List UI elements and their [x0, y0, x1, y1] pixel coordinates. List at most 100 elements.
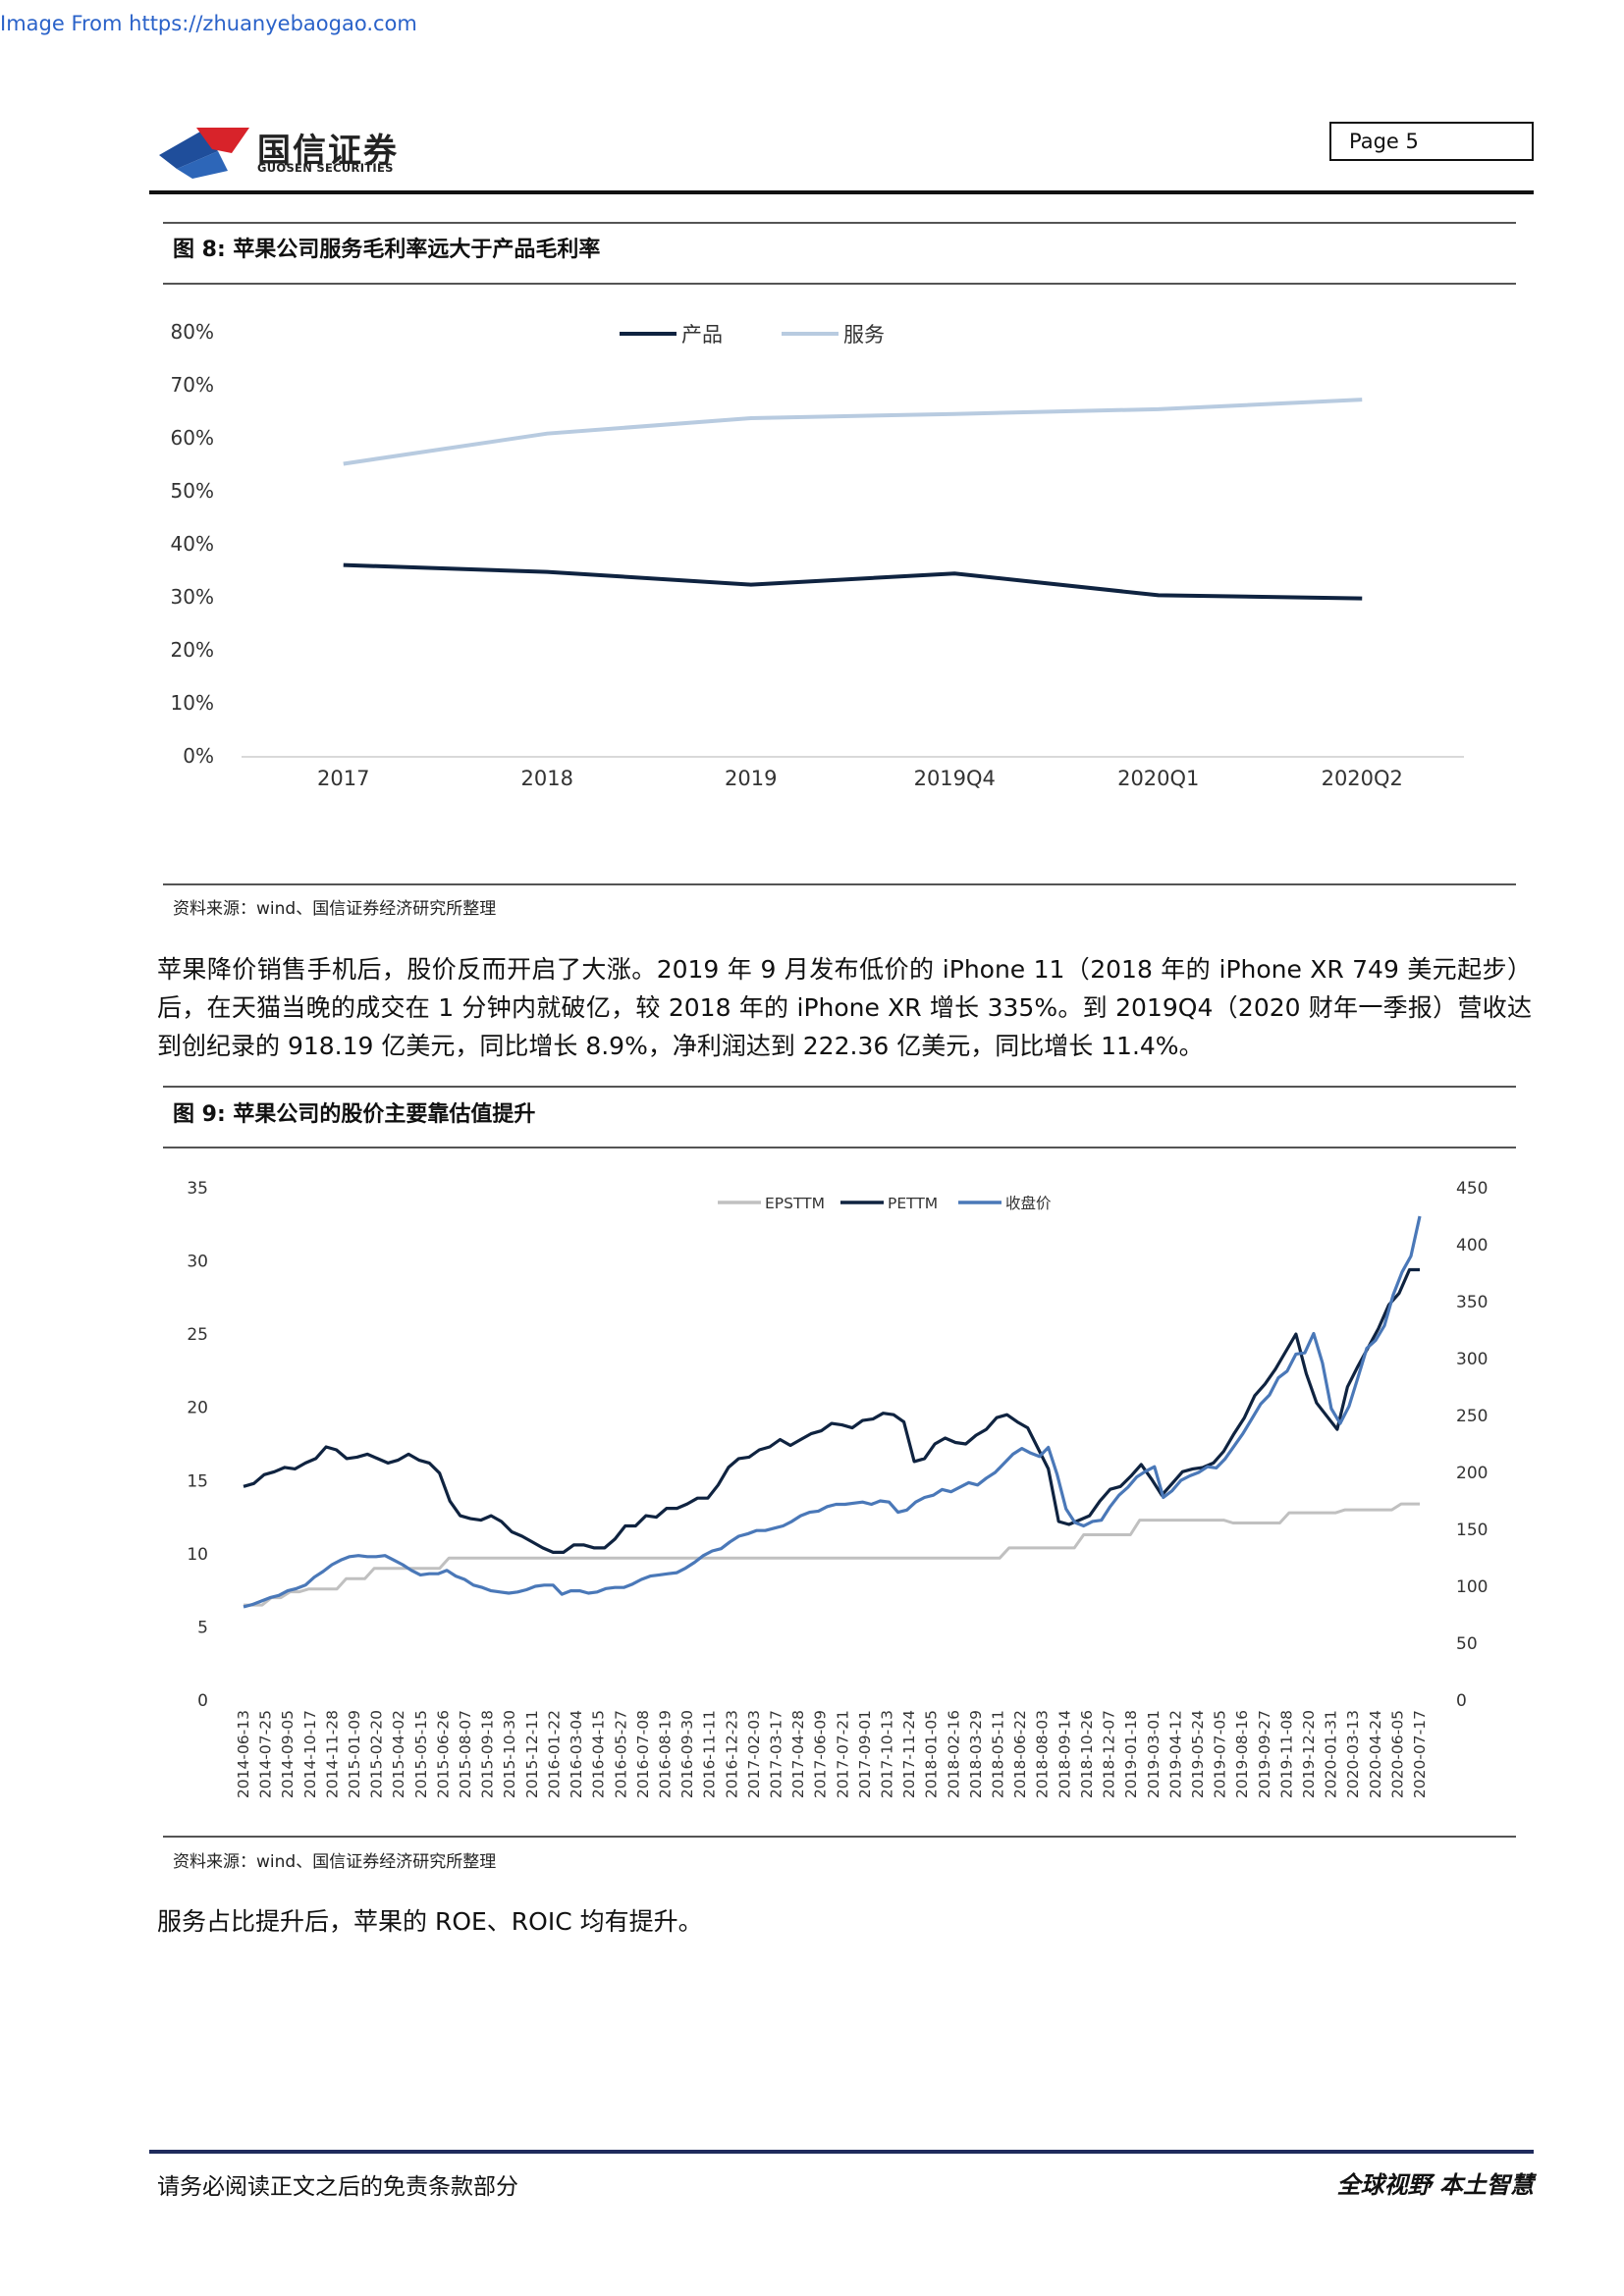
figure9-x-tick-label: 2019-08-16: [1233, 1710, 1251, 1798]
figure9-x-tick-label: 2017-04-28: [789, 1710, 807, 1798]
figure9-left-tick-label: 20: [187, 1399, 208, 1418]
figure9-left-tick-label: 10: [187, 1545, 208, 1565]
logo-text-cn: 国信证券: [257, 132, 399, 171]
figure9-left-tick-label: 0: [197, 1691, 208, 1711]
figure9-series-line-eps-ttm: [244, 1502, 1420, 1607]
figure9-x-tick-label: 2020-07-17: [1411, 1710, 1429, 1798]
figure9-right-tick-label: 0: [1456, 1691, 1467, 1711]
figure9-left-tick-label: 25: [187, 1325, 208, 1345]
figure9-left-tick-label: 5: [197, 1618, 208, 1637]
figure9-x-tick-label: 2015-10-30: [501, 1710, 518, 1798]
figure9-x-tick-label: 2018-12-07: [1101, 1710, 1118, 1798]
figure9-x-tick-label: 2017-06-09: [812, 1710, 830, 1798]
header-divider: [149, 190, 1534, 194]
figure9-x-tick-label: 2016-12-23: [723, 1710, 740, 1798]
figure9-x-tick-label: 2015-02-20: [368, 1710, 386, 1798]
footer-divider: [149, 2150, 1534, 2154]
figure9-x-tick-label: 2014-06-13: [235, 1710, 252, 1798]
figure9-x-tick-label: 2017-07-21: [834, 1710, 851, 1798]
figure9-x-tick-label: 2017-02-03: [745, 1710, 763, 1798]
figure8-bottom-rule: [163, 883, 1516, 885]
figure9-right-tick-label: 100: [1456, 1577, 1488, 1597]
figure9-bottom-rule: [163, 1836, 1516, 1838]
body-paragraph-1: 苹果降价销售手机后，股价反而开启了大涨。2019 年 9 月发布低价的 iPho…: [157, 955, 1532, 1060]
figure9-right-tick-label: 200: [1456, 1464, 1488, 1483]
figure8-y-tick-label: 80%: [171, 320, 214, 344]
figure8-x-tick-label: 2020Q2: [1322, 767, 1403, 790]
figure9-chart: 0510152025303505010015020025030035040045…: [187, 1179, 1488, 1798]
figure9-x-tick-label: 2019-09-27: [1256, 1710, 1273, 1798]
figure9-x-tick-label: 2019-05-24: [1189, 1710, 1207, 1798]
figure9-source: 资料来源：wind、国信证券经济研究所整理: [173, 1852, 497, 1872]
figure8-y-tick-label: 70%: [171, 373, 214, 397]
figure9-right-tick-label: 50: [1456, 1634, 1478, 1654]
logo-text-en: GUOSEN SECURITIES: [257, 161, 394, 175]
figure8-title-rule: [163, 283, 1516, 285]
figure8-title: 图 8: 苹果公司服务毛利率远大于产品毛利率: [173, 238, 601, 262]
figure8-series-line-product: [343, 562, 1363, 601]
guosen-logo-icon: [159, 128, 249, 179]
page-number-box: Page 5: [1329, 122, 1534, 161]
figure9-x-tick-label: 2015-08-07: [457, 1710, 474, 1798]
figure8-x-tick-label: 2017: [317, 767, 369, 790]
figure9-right-tick-label: 450: [1456, 1179, 1488, 1199]
figure9-x-tick-label: 2020-06-05: [1388, 1710, 1406, 1798]
figure9-series-line-close-price: [243, 1215, 1422, 1609]
figure9-x-tick-label: 2015-09-18: [479, 1710, 497, 1798]
figure9-x-tick-label: 2016-08-19: [656, 1710, 674, 1798]
figure9-x-tick-label: 2017-03-17: [767, 1710, 785, 1798]
figure8-top-rule: [163, 222, 1516, 224]
figure9-x-tick-label: 2018-08-03: [1034, 1710, 1052, 1798]
figure8-x-tick-label: 2019: [725, 767, 777, 790]
figure9-title-rule: [163, 1147, 1516, 1148]
figure9-x-tick-label: 2016-11-11: [701, 1710, 719, 1798]
figure9-x-tick-label: 2020-01-31: [1323, 1710, 1340, 1798]
figure9-series-line-pe-ttm: [243, 1267, 1420, 1554]
figure9-top-rule: [163, 1086, 1516, 1088]
figure9-x-tick-label: 2017-10-13: [879, 1710, 896, 1798]
figure9-legend-label: PETTM: [888, 1195, 938, 1212]
figure8-x-tick-label: 2020Q1: [1117, 767, 1199, 790]
figure8-y-tick-label: 60%: [171, 426, 214, 450]
body-paragraph-2: 服务占比提升后，苹果的 ROE、ROIC 均有提升。: [157, 1907, 703, 1936]
figure9-x-tick-label: 2018-03-29: [967, 1710, 985, 1798]
figure9-right-tick-label: 350: [1456, 1293, 1488, 1312]
figure9-x-tick-label: 2019-04-12: [1166, 1710, 1184, 1798]
figure9-x-tick-label: 2014-10-17: [301, 1710, 319, 1798]
figure9-x-tick-label: 2019-07-05: [1212, 1710, 1229, 1798]
figure9-x-tick-label: 2020-03-13: [1344, 1710, 1362, 1798]
figure9-x-tick-label: 2019-01-18: [1122, 1710, 1140, 1798]
figure9-right-tick-label: 400: [1456, 1236, 1488, 1255]
figure9-legend-label: EPSTTM: [765, 1195, 825, 1212]
figure9-x-tick-label: 2014-09-05: [279, 1710, 297, 1798]
figure9-x-tick-label: 2017-09-01: [856, 1710, 874, 1798]
figure9-x-tick-label: 2018-05-11: [990, 1710, 1007, 1798]
figure8-y-tick-label: 0%: [183, 744, 214, 768]
figure8-y-tick-label: 50%: [171, 479, 214, 503]
figure9-x-tick-label: 2015-12-11: [523, 1710, 541, 1798]
figure9-left-tick-label: 15: [187, 1471, 208, 1491]
figure9-right-tick-label: 250: [1456, 1407, 1488, 1426]
figure9-x-tick-label: 2016-04-15: [590, 1710, 608, 1798]
figure9-x-tick-label: 2018-06-22: [1011, 1710, 1029, 1798]
figure9-legend-label: 收盘价: [1005, 1194, 1052, 1212]
figure9-x-tick-label: 2016-09-30: [678, 1710, 696, 1798]
figure8-source: 资料来源：wind、国信证券经济研究所整理: [173, 899, 497, 919]
figure9-x-tick-label: 2018-01-05: [923, 1710, 941, 1798]
figure9-x-tick-label: 2018-10-26: [1078, 1710, 1096, 1798]
figure9-x-tick-label: 2016-01-22: [545, 1710, 563, 1798]
figure9-x-tick-label: 2018-09-14: [1056, 1710, 1073, 1798]
figure9-x-tick-label: 2016-03-04: [568, 1710, 585, 1798]
figure9-right-tick-label: 150: [1456, 1521, 1488, 1540]
figure9-x-tick-label: 2019-03-01: [1145, 1710, 1163, 1798]
figure9-left-tick-label: 30: [187, 1253, 208, 1272]
figure9-x-tick-label: 2016-07-08: [634, 1710, 652, 1798]
figure9-x-tick-label: 2014-07-25: [257, 1710, 275, 1798]
footer-disclaimer: 请务必阅读正文之后的免责条款部分: [157, 2174, 518, 2200]
figure9-x-tick-label: 2015-05-15: [412, 1710, 430, 1798]
figure8-chart: 0% 10% 20% 30% 40% 50% 60% 70% 80% 2017 2018 2019 20…: [171, 320, 1464, 790]
figure9-x-tick-label: 2015-04-02: [390, 1710, 407, 1798]
top-source-link[interactable]: Image From https://zhuanyebaogao.com: [0, 12, 417, 35]
figure9-x-tick-label: 2014-11-28: [323, 1710, 341, 1798]
figure9-x-tick-label: 2019-11-08: [1277, 1710, 1295, 1798]
